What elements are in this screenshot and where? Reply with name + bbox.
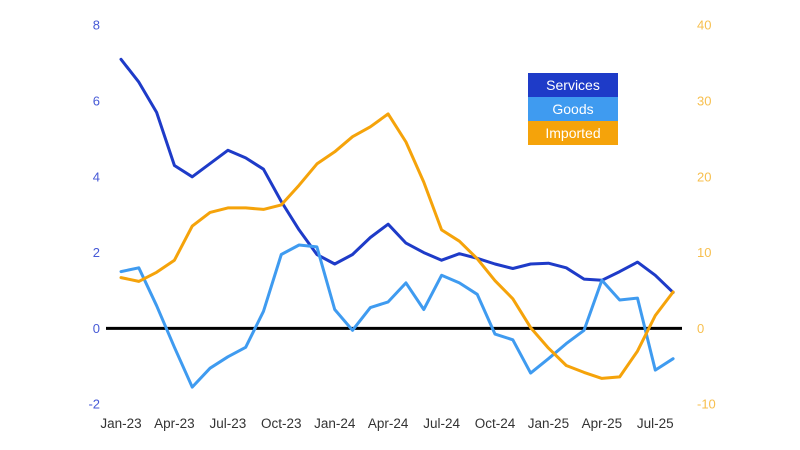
x-axis-label: Jan-24 [314,416,356,431]
x-axis-label: Jul-23 [209,416,246,431]
legend-label-imported: Imported [545,125,601,141]
x-axis-label: Jul-25 [637,416,674,431]
x-axis-label: Apr-24 [368,416,409,431]
right-axis-tick: 30 [697,94,711,109]
legend-item[interactable]: Services [528,73,618,97]
left-axis-tick: 4 [93,169,100,184]
left-axis-tick: 2 [93,245,100,260]
legend-item[interactable]: Imported [528,121,618,145]
x-axis-label: Jan-25 [528,416,569,431]
right-axis-tick: 10 [697,245,711,260]
x-axis-label: Apr-23 [154,416,195,431]
x-axis-label: Apr-25 [582,416,623,431]
right-axis-tick: 20 [697,169,711,184]
x-axis-label: Oct-24 [475,416,516,431]
legend-label-goods: Goods [552,101,594,117]
legend-item[interactable]: Goods [528,97,618,121]
right-axis-tick: 0 [697,321,704,336]
right-axis-tick: 40 [697,18,711,33]
series-line-services [119,57,675,294]
left-axis-tick: 8 [93,18,100,33]
left-axis-tick: -2 [88,397,100,412]
right-axis-tick: -10 [697,397,716,412]
x-axis-label: Jul-24 [423,416,460,431]
legend-label-services: Services [546,77,600,93]
series-line-imported [119,112,675,380]
series-line-goods [119,243,675,389]
left-axis-tick: 0 [93,321,100,336]
x-axis-label: Oct-23 [261,416,302,431]
left-axis-tick: 6 [93,94,100,109]
legend: Services Goods Imported [528,73,618,145]
x-axis-label: Jan-23 [100,416,141,431]
